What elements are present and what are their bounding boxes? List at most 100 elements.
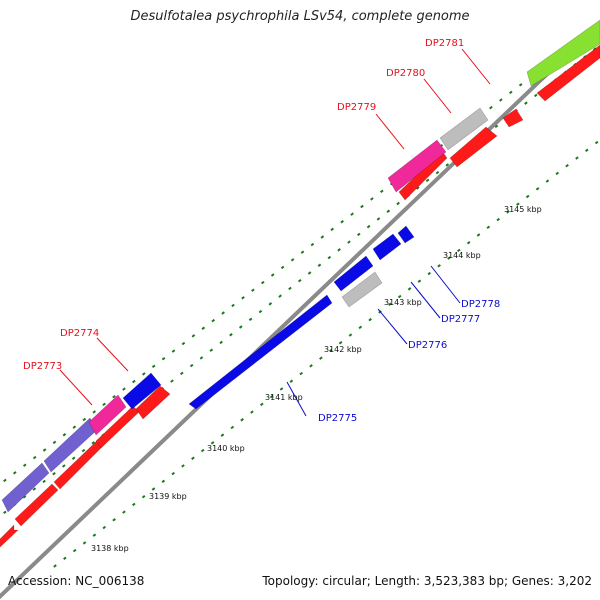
tick-mark: [132, 379, 136, 384]
tick-mark: [52, 440, 57, 445]
tick-mark: [61, 464, 66, 468]
tick-mark: [425, 178, 430, 183]
tick-mark: [445, 163, 450, 167]
backbone-line: [0, 20, 600, 600]
tick-mark: [338, 341, 343, 345]
tick-mark: [476, 233, 481, 237]
tick-mark: [417, 279, 422, 283]
tick-mark: [358, 325, 363, 330]
gene-label-dp2773[interactable]: DP2773: [23, 361, 62, 372]
tick-mark: [72, 548, 77, 553]
tick-mark: [397, 294, 402, 299]
gene-feature[interactable]: [1, 462, 50, 513]
leader-line: [423, 78, 452, 114]
tick-mark: [307, 271, 312, 275]
tick-mark: [181, 464, 185, 468]
cds-feature[interactable]: [449, 126, 498, 168]
tick-mark: [22, 495, 27, 499]
cds-feature[interactable]: [502, 108, 524, 128]
tick-mark: [545, 179, 550, 183]
scale-label: 3139 kbp: [149, 492, 187, 501]
cds-feature[interactable]: [0, 524, 19, 551]
tick-mark: [518, 83, 523, 87]
scale-label: 3142 kbp: [324, 345, 362, 354]
gene-label-dp2781[interactable]: DP2781: [425, 38, 464, 49]
leader-line: [96, 337, 129, 372]
tick-mark: [231, 303, 235, 308]
genome-backbone: [0, 20, 600, 600]
tick-mark: [269, 394, 274, 399]
tick-mark: [200, 448, 205, 453]
reverse-gene-feature[interactable]: [122, 372, 162, 410]
gene-feature[interactable]: [341, 271, 383, 308]
tick-mark: [3, 510, 7, 514]
gene-label-dp2775[interactable]: DP2775: [318, 413, 357, 424]
tick-mark: [248, 317, 253, 322]
tick-mark: [330, 227, 335, 232]
tick-mark: [348, 333, 353, 337]
leader-line: [461, 48, 491, 85]
tick-mark: [347, 240, 351, 244]
tick-mark: [524, 101, 528, 105]
tick-mark: [42, 479, 46, 484]
cds-feature[interactable]: [135, 385, 171, 420]
genome-summary: Topology: circular; Length: 3,523,383 bp…: [262, 574, 592, 588]
leader-line: [375, 113, 405, 150]
scale-label: 3143 kbp: [384, 298, 422, 307]
tick-mark: [565, 164, 569, 168]
tick-mark: [211, 318, 216, 323]
tick-mark: [290, 258, 295, 262]
tick-mark: [122, 510, 126, 514]
gene-label-dp2776[interactable]: DP2776: [408, 340, 447, 351]
reverse-gene-feature[interactable]: [188, 294, 333, 410]
gene-feature[interactable]: [88, 394, 127, 436]
tick-mark: [317, 263, 322, 267]
tick-mark: [489, 105, 493, 110]
gene-label-dp2780[interactable]: DP2780: [386, 68, 425, 79]
tick-mark: [171, 471, 175, 476]
tick-mark: [494, 124, 499, 128]
tick-mark: [82, 541, 87, 545]
tick-mark: [457, 248, 461, 253]
tick-mark: [380, 189, 384, 193]
reverse-gene-feature[interactable]: [333, 255, 374, 292]
gene-label-dp2774[interactable]: DP2774: [60, 328, 99, 339]
tick-mark: [221, 311, 225, 315]
gene-feature[interactable]: [526, 19, 600, 87]
tick-mark: [300, 250, 305, 254]
tick-mark: [447, 256, 451, 260]
reverse-gene-feature[interactable]: [397, 225, 415, 244]
tick-mark: [179, 371, 184, 376]
gene-feature[interactable]: [43, 417, 98, 473]
tick-mark: [199, 356, 204, 360]
cds-feature[interactable]: [14, 483, 59, 527]
tick-mark: [437, 264, 441, 268]
tick-mark: [52, 471, 56, 476]
tick-mark: [310, 242, 315, 247]
tick-mark: [63, 556, 67, 560]
scale-label: 3140 kbp: [207, 444, 245, 453]
gene-label-dp2779[interactable]: DP2779: [337, 102, 376, 113]
gene-label-dp2777[interactable]: DP2777: [441, 314, 480, 325]
tick-mark: [327, 255, 332, 260]
tick-mark: [210, 441, 215, 445]
gene-label-dp2778[interactable]: DP2778: [461, 299, 500, 310]
tick-mark: [388, 302, 392, 306]
cds-feature[interactable]: [536, 44, 600, 102]
tick-mark: [42, 448, 47, 452]
tick-mark: [337, 248, 341, 252]
reverse-gene-feature[interactable]: [372, 233, 402, 261]
gene-feature[interactable]: [387, 139, 447, 193]
tick-mark: [594, 140, 599, 145]
tick-mark: [575, 156, 579, 160]
tick-mark: [535, 187, 540, 191]
tick-mark: [555, 171, 560, 176]
tick-mark: [181, 341, 186, 346]
tick-mark: [151, 364, 156, 369]
tick-mark: [396, 201, 400, 206]
tick-mark: [92, 533, 97, 537]
tick-mark: [270, 273, 275, 277]
tick-mark: [259, 402, 264, 407]
gene-feature[interactable]: [439, 107, 489, 151]
tick-mark: [230, 425, 235, 430]
